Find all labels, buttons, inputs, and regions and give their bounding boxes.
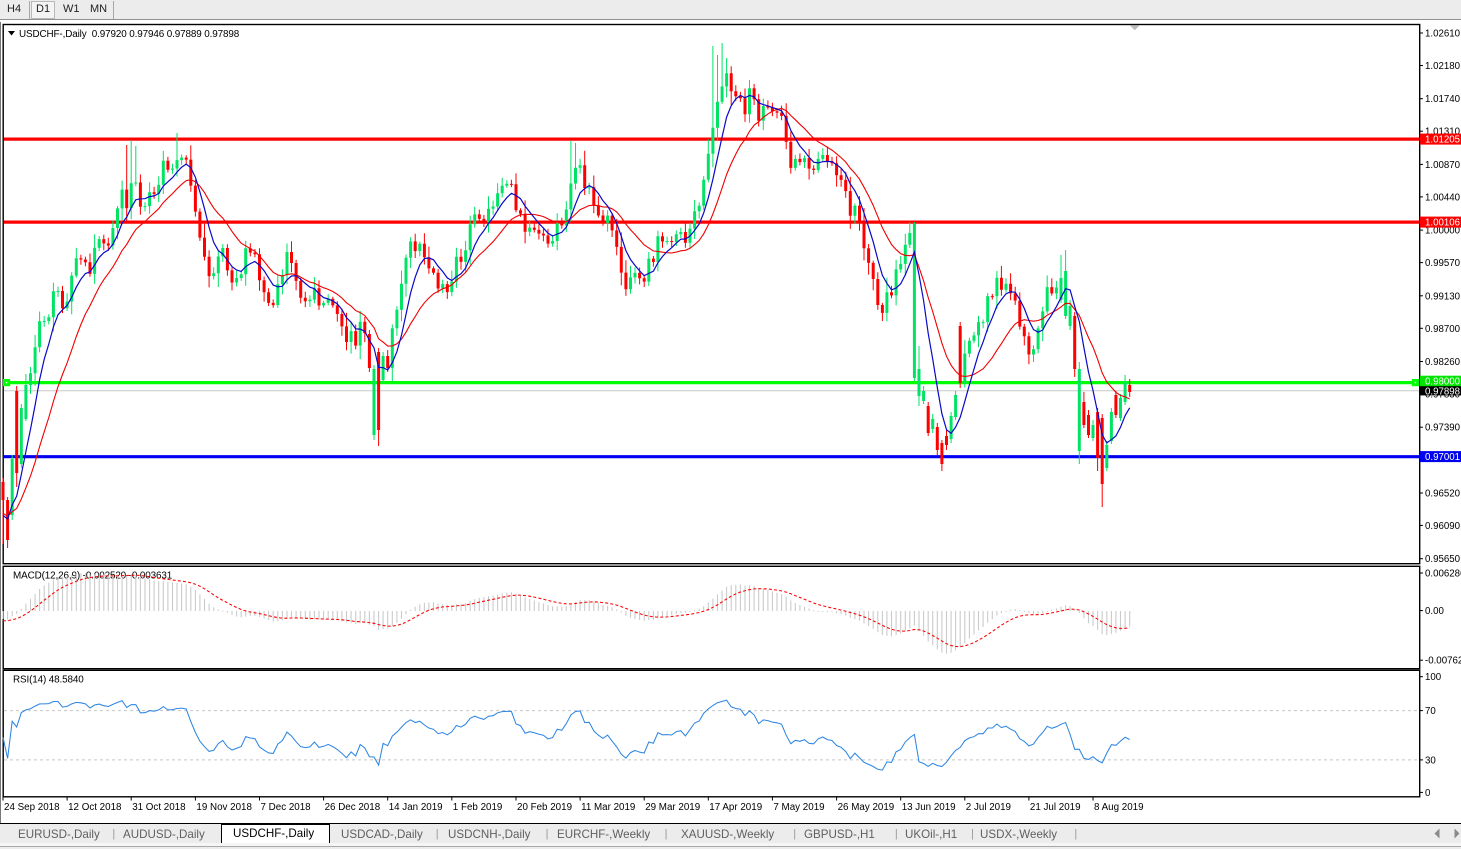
svg-text:26 May 2019: 26 May 2019	[838, 802, 895, 813]
svg-text:31 Oct 2018: 31 Oct 2018	[132, 802, 186, 813]
svg-text:1 Feb 2019: 1 Feb 2019	[453, 802, 503, 813]
svg-text:29 Mar 2019: 29 Mar 2019	[645, 802, 700, 813]
svg-text:1.00000: 1.00000	[1425, 226, 1461, 237]
svg-text:24 Sep 2018: 24 Sep 2018	[4, 802, 60, 813]
svg-text:0.99570: 0.99570	[1425, 258, 1461, 269]
svg-text:14 Jan 2019: 14 Jan 2019	[389, 802, 443, 813]
svg-text:17 Apr 2019: 17 Apr 2019	[709, 802, 762, 813]
svg-text:0: 0	[1425, 788, 1431, 799]
svg-text:0.95650: 0.95650	[1425, 554, 1461, 565]
svg-text:0.96520: 0.96520	[1425, 489, 1461, 500]
svg-text:7 May 2019: 7 May 2019	[773, 802, 824, 813]
svg-text:0.97898: 0.97898	[1425, 386, 1460, 397]
svg-text:13 Jun 2019: 13 Jun 2019	[902, 802, 956, 813]
svg-text:0.006286: 0.006286	[1425, 569, 1461, 580]
svg-text:-0.00762: -0.00762	[1425, 656, 1461, 667]
svg-text:70: 70	[1425, 706, 1436, 717]
svg-text:1.02610: 1.02610	[1425, 29, 1461, 40]
svg-text:8 Aug 2019: 8 Aug 2019	[1094, 802, 1144, 813]
svg-text:30: 30	[1425, 755, 1436, 766]
svg-text:1.02180: 1.02180	[1425, 61, 1461, 72]
svg-text:0.98000: 0.98000	[1425, 377, 1461, 388]
svg-text:0.00: 0.00	[1425, 606, 1444, 617]
svg-text:1.01205: 1.01205	[1425, 135, 1460, 146]
svg-text:7 Dec 2018: 7 Dec 2018	[261, 802, 312, 813]
svg-text:0.98700: 0.98700	[1425, 324, 1461, 335]
svg-text:20 Feb 2019: 20 Feb 2019	[517, 802, 572, 813]
svg-text:0.97390: 0.97390	[1425, 423, 1461, 434]
svg-text:0.97001: 0.97001	[1425, 452, 1460, 463]
svg-text:0.96090: 0.96090	[1425, 521, 1461, 532]
svg-text:11 Mar 2019: 11 Mar 2019	[581, 802, 635, 813]
svg-text:MACD(12,26,9) -0.002520 -0.003: MACD(12,26,9) -0.002520 -0.003631	[13, 571, 173, 582]
svg-text:12 Oct 2018: 12 Oct 2018	[68, 802, 122, 813]
svg-text:100: 100	[1425, 672, 1442, 683]
svg-text:1.00440: 1.00440	[1425, 192, 1461, 203]
svg-text:1.00106: 1.00106	[1425, 218, 1460, 229]
svg-text:21 Jul 2019: 21 Jul 2019	[1030, 802, 1081, 813]
svg-text:0.99130: 0.99130	[1425, 291, 1461, 302]
svg-text:19 Nov 2018: 19 Nov 2018	[196, 802, 252, 813]
svg-text:0.98260: 0.98260	[1425, 357, 1461, 368]
svg-text:2 Jul 2019: 2 Jul 2019	[966, 802, 1011, 813]
svg-text:USDCHF-,Daily 0.97920 0.97946: USDCHF-,Daily 0.97920 0.97946 0.97889 0.…	[19, 29, 240, 40]
svg-text:1.00870: 1.00870	[1425, 160, 1461, 171]
svg-text:1.01740: 1.01740	[1425, 94, 1461, 105]
svg-text:26 Dec 2018: 26 Dec 2018	[325, 802, 381, 813]
svg-text:RSI(14) 48.5840: RSI(14) 48.5840	[13, 675, 84, 686]
svg-text:1.01310: 1.01310	[1425, 127, 1461, 138]
